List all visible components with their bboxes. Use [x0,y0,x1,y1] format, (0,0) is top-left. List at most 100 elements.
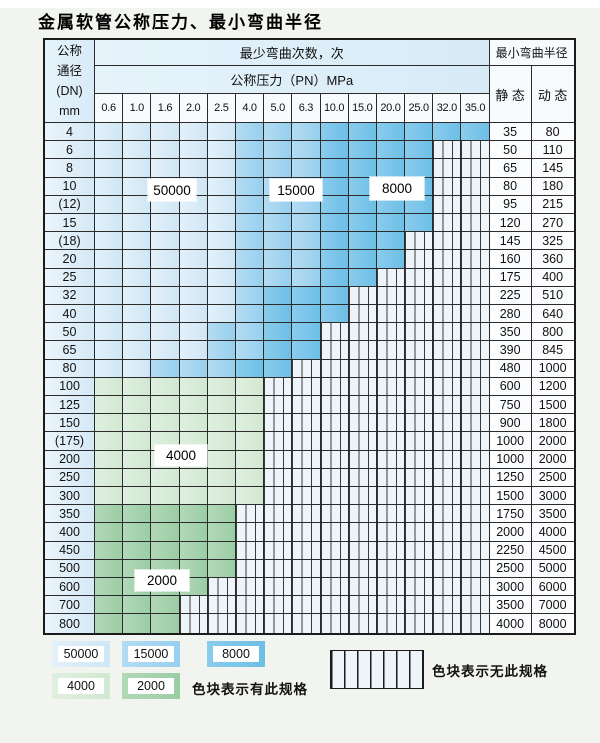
spec-cell-4000 [207,450,236,469]
spec-cell-8000 [376,250,406,269]
no-spec-cell [433,159,462,178]
spec-cell-8000 [320,195,349,215]
no-spec-cell [433,396,462,415]
static-radius-cell: 1000 [489,450,532,469]
spec-cell-4000 [235,432,265,451]
spec-cell-50000 [179,341,208,360]
no-spec-cell [264,396,293,415]
static-radius-cell: 390 [489,341,532,360]
spec-cell-4000 [123,396,152,415]
spec-cell-4000 [235,487,265,506]
legend-label: 50000 [58,646,104,662]
static-radius-cell: 280 [489,305,532,324]
dynamic-radius-cell: 110 [531,141,574,160]
static-radius-cell: 2500 [489,559,532,579]
no-spec-cell [264,559,293,579]
spec-cell-50000 [95,323,124,342]
spec-cell-15000 [264,268,293,287]
no-spec-cell [405,414,434,433]
spec-cell-2000 [179,523,208,542]
spec-cell-4000 [235,396,265,415]
no-spec-cell [376,268,406,287]
no-spec-cell [348,359,377,378]
no-spec-cell [376,323,406,342]
static-radius-cell: 2250 [489,541,532,560]
dynamic-radius-cell: 360 [531,250,574,269]
no-spec-cell [461,450,490,469]
dn-cell: 350 [45,505,95,524]
no-spec-cell [433,468,462,488]
dn-cell: 125 [45,396,95,415]
no-spec-cell [433,232,462,251]
dn-cell: 100 [45,377,95,397]
spec-cell-50000 [123,250,152,269]
spec-cell-4000 [235,450,265,469]
spec-cell-50000 [123,286,152,306]
no-spec-cell [292,559,321,579]
spec-cell-8000 [292,341,321,360]
spec-cell-50000 [207,141,236,160]
spec-cell-50000 [207,268,236,287]
dn-cell: 800 [45,614,95,633]
spec-cell-50000 [95,123,124,142]
min-bend-radius-header: 最小弯曲半径 [489,40,574,66]
no-spec-cell [376,305,406,324]
spec-cell-4000 [235,377,265,397]
no-spec-cell [461,614,490,633]
spec-cell-15000 [235,341,265,360]
pressure-col-header: 15.0 [348,94,377,123]
static-radius-cell: 600 [489,377,532,397]
spec-cell-50000 [207,214,236,233]
no-spec-cell [405,432,434,451]
spec-cell-4000 [95,432,124,451]
dn-cell: 250 [45,468,95,488]
dynamic-radius-cell: 6000 [531,578,574,597]
no-spec-cell [461,559,490,579]
legend-swatch-50000: 50000 [52,641,110,667]
spec-cell-15000 [292,141,321,160]
spec-cell-8000 [348,250,377,269]
spec-cell-8000 [292,286,321,306]
no-spec-cell [320,359,349,378]
spec-cell-8000 [376,195,406,215]
spec-cell-8000 [320,250,349,269]
no-spec-cell [433,177,462,196]
no-spec-cell [461,505,490,524]
pressure-col-header: 10.0 [320,94,349,123]
spec-cell-8000 [264,286,293,306]
no-spec-cell [292,523,321,542]
static-radius-cell: 80 [489,177,532,196]
no-spec-cell [207,614,236,633]
no-spec-cell [348,596,377,615]
dynamic-radius-cell: 2500 [531,468,574,488]
no-spec-cell [405,323,434,342]
spec-cell-50000 [207,286,236,306]
no-spec-cell [264,414,293,433]
region-label-4000: 4000 [155,445,207,466]
static-radius-cell: 750 [489,396,532,415]
spec-cell-8000 [376,214,406,233]
spec-cell-4000 [151,487,180,506]
spec-cell-50000 [123,195,152,215]
spec-cell-15000 [207,323,236,342]
spec-cell-2000 [123,541,152,560]
dn-cell: 50 [45,323,95,342]
spec-cell-50000 [123,159,152,178]
dn-header-line: 公称 [56,44,82,58]
spec-cell-50000 [95,250,124,269]
no-spec-cell [235,559,265,579]
spec-cell-50000 [207,195,236,215]
no-spec-cell [461,177,490,196]
spec-cell-15000 [292,214,321,233]
spec-cell-15000 [264,250,293,269]
spec-cell-15000 [235,177,265,196]
no-spec-cell [264,377,293,397]
dn-cell: 15 [45,214,95,233]
page-title: 金属软管公称压力、最小弯曲半径 [38,13,323,33]
spec-cell-50000 [151,123,180,142]
spec-cell-15000 [292,159,321,178]
no-spec-cell [433,450,462,469]
spec-cell-8000 [320,177,349,196]
spec-cell-50000 [95,359,124,378]
spec-cell-50000 [151,268,180,287]
